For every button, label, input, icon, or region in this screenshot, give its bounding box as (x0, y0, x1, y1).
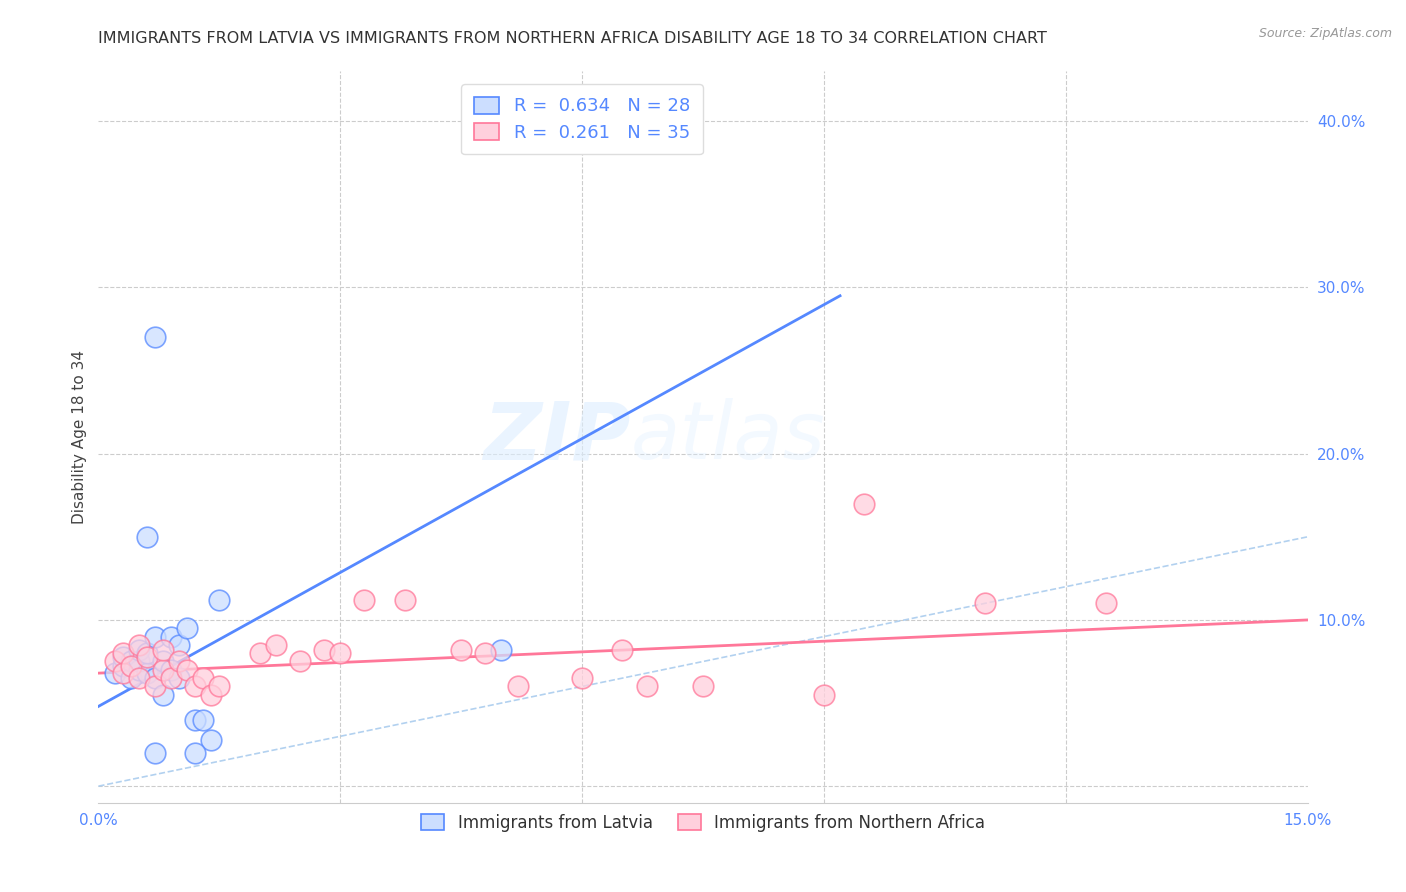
Y-axis label: Disability Age 18 to 34: Disability Age 18 to 34 (72, 350, 87, 524)
Point (329, 646, 352, 660)
Point (111, 666, 134, 681)
Point (450, 643, 472, 657)
Point (160, 630, 183, 644)
Point (143, 746, 166, 760)
Point (160, 671, 183, 685)
Point (143, 630, 166, 644)
Point (120, 659, 142, 673)
Point (474, 646, 496, 660)
Point (111, 659, 134, 673)
Point (128, 643, 150, 657)
Point (167, 638, 190, 652)
Point (103, 666, 125, 681)
Point (176, 621, 198, 635)
Text: atlas: atlas (630, 398, 825, 476)
Point (314, 643, 336, 657)
Point (692, 680, 714, 694)
Point (353, 593, 375, 607)
Point (120, 655, 142, 669)
Point (160, 663, 183, 677)
Point (135, 530, 157, 544)
Point (152, 643, 174, 657)
Point (167, 671, 190, 685)
Point (184, 713, 207, 727)
Text: IMMIGRANTS FROM LATVIA VS IMMIGRANTS FROM NORTHERN AFRICA DISABILITY AGE 18 TO 3: IMMIGRANTS FROM LATVIA VS IMMIGRANTS FRO… (98, 31, 1047, 46)
Point (184, 680, 207, 694)
Point (143, 680, 166, 694)
Point (264, 638, 287, 652)
Point (152, 663, 174, 677)
Point (288, 655, 311, 669)
Point (506, 680, 529, 694)
Point (167, 655, 190, 669)
Point (128, 663, 150, 677)
Point (394, 593, 416, 607)
Point (143, 330, 166, 344)
Point (176, 663, 198, 677)
Point (612, 643, 634, 657)
Point (200, 688, 222, 702)
Point (249, 646, 271, 660)
Point (208, 593, 231, 607)
Point (200, 732, 222, 747)
Point (813, 688, 835, 702)
Point (152, 688, 174, 702)
Point (974, 596, 997, 610)
Point (193, 713, 215, 727)
Point (184, 746, 207, 760)
Point (853, 497, 876, 511)
Point (208, 680, 231, 694)
Point (636, 680, 658, 694)
Legend: Immigrants from Latvia, Immigrants from Northern Africa: Immigrants from Latvia, Immigrants from … (415, 807, 991, 838)
Point (120, 671, 142, 685)
Point (128, 671, 150, 685)
Text: ZIP: ZIP (484, 398, 630, 476)
Point (135, 666, 157, 681)
Point (135, 646, 157, 660)
Point (193, 671, 215, 685)
Text: Source: ZipAtlas.com: Source: ZipAtlas.com (1258, 27, 1392, 40)
Point (1095, 596, 1118, 610)
Point (111, 649, 134, 664)
Point (152, 655, 174, 669)
Point (135, 649, 157, 664)
Point (571, 671, 593, 685)
Point (128, 655, 150, 669)
Point (143, 671, 166, 685)
Point (103, 655, 125, 669)
Point (111, 646, 134, 660)
Point (128, 638, 150, 652)
Point (491, 643, 513, 657)
